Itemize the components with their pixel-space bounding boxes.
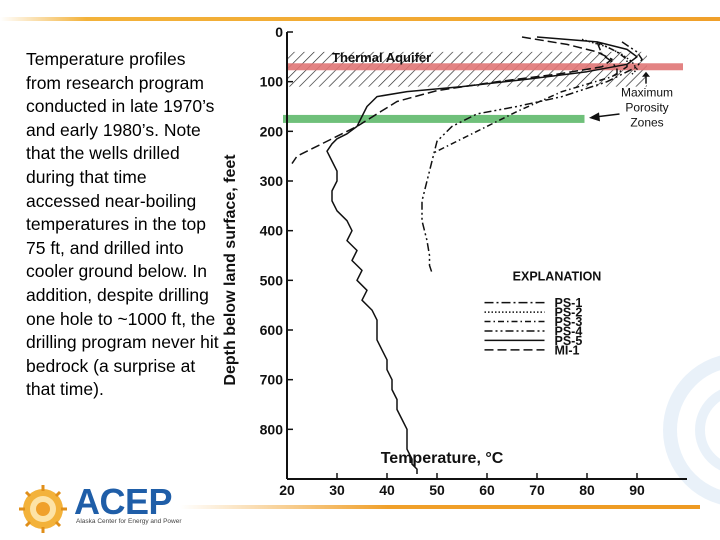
legend-label-ps-4: PS-4 bbox=[555, 324, 583, 338]
porosity-band bbox=[283, 114, 585, 123]
caption-text: Temperature profiles from research progr… bbox=[26, 49, 219, 400]
gear-icon bbox=[19, 485, 67, 533]
y-tick-label: 300 bbox=[260, 173, 284, 189]
porosity-arrowhead-up bbox=[642, 71, 650, 77]
x-tick-label: 60 bbox=[479, 482, 495, 498]
legend-title: EXPLANATION bbox=[513, 269, 602, 283]
x-tick-label: 90 bbox=[629, 482, 645, 498]
porosity-label: Maximum Porosity Zones bbox=[621, 86, 673, 130]
series-line-mi-1 bbox=[291, 36, 613, 165]
aquifer-band bbox=[287, 63, 683, 71]
y-tick-label: 700 bbox=[260, 372, 284, 388]
legend-label-ps-3: PS-3 bbox=[555, 315, 583, 329]
x-tick-label: 20 bbox=[279, 482, 295, 498]
top-accent-rule bbox=[0, 17, 720, 21]
y-tick-label: 400 bbox=[260, 223, 284, 239]
series-line-ps-5 bbox=[326, 36, 638, 474]
y-tick-label: 0 bbox=[275, 24, 283, 40]
y-tick-label: 500 bbox=[260, 272, 284, 288]
porosity-arrowhead-left bbox=[589, 112, 600, 122]
y-tick-label: 200 bbox=[260, 123, 284, 139]
legend-label-ps-1: PS-1 bbox=[555, 296, 583, 310]
legend-label-ps-5: PS-5 bbox=[555, 334, 583, 348]
series-line-ps-4 bbox=[421, 41, 643, 274]
x-tick-label: 50 bbox=[429, 482, 445, 498]
y-tick-label: 100 bbox=[260, 74, 284, 90]
temperature-depth-chart: 0 100 200 300 400 500 600 700 800 20 30 40 50 60 70 80 9… bbox=[260, 24, 687, 498]
background-gear-icon bbox=[663, 355, 720, 505]
x-tick-label: 40 bbox=[379, 482, 395, 498]
logo-wordmark: ACEP bbox=[74, 481, 173, 522]
legend-label-ps-2: PS-2 bbox=[555, 306, 583, 320]
series-line-ps-3 bbox=[431, 41, 628, 155]
series-line-ps-2 bbox=[581, 38, 638, 75]
acep-logo: ACEP Alaska Center for Energy and Power bbox=[18, 481, 182, 534]
y-tick-label: 600 bbox=[260, 322, 284, 338]
bottom-accent-rule bbox=[180, 505, 700, 509]
x-axis-label: Temperature, °C bbox=[381, 450, 504, 467]
aquifer-label: Thermal Aquifer bbox=[332, 50, 431, 65]
x-tick-label: 80 bbox=[579, 482, 595, 498]
x-tick-label: 30 bbox=[329, 482, 345, 498]
legend-label-mi-1: MI-1 bbox=[555, 343, 580, 357]
logo-subtitle: Alaska Center for Energy and Power bbox=[76, 518, 182, 525]
y-tick-label: 800 bbox=[260, 421, 284, 437]
x-tick-label: 70 bbox=[529, 482, 545, 498]
